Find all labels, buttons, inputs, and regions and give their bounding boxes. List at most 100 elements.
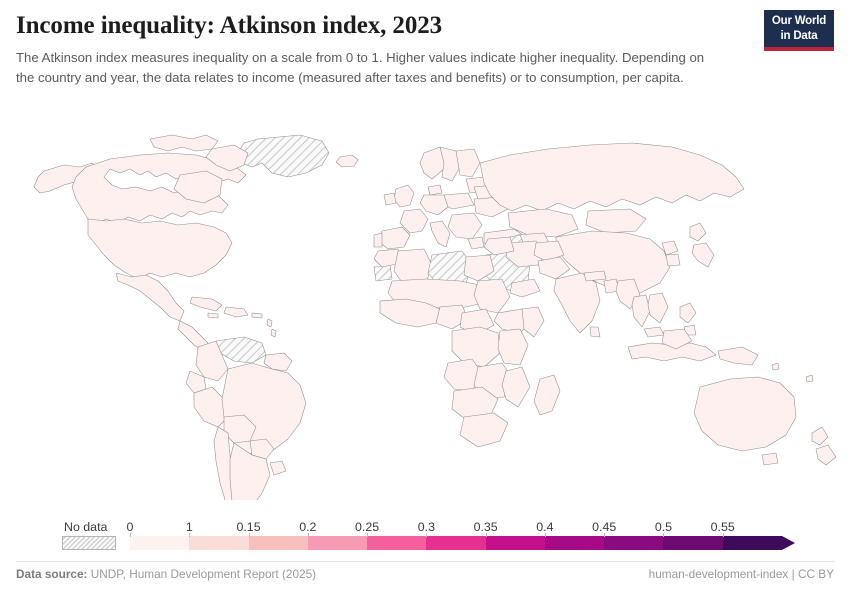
country-argentina[interactable] [229, 442, 271, 500]
country-france[interactable] [399, 208, 429, 234]
no-data-swatch-icon[interactable] [62, 536, 116, 550]
owid-logo[interactable]: Our World in Data [764, 10, 834, 52]
country-somalia[interactable] [521, 306, 545, 338]
chart-footer: Data source: UNDP, Human Development Rep… [16, 567, 834, 581]
legend-tick-mark-8 [604, 533, 606, 537]
legend-bin-5[interactable] [426, 536, 486, 550]
legend-tick-label-0: 0 [126, 520, 134, 534]
country-germany[interactable] [419, 194, 449, 216]
country-nigeria[interactable] [435, 304, 469, 330]
country-lesser-antilles[interactable] [266, 318, 277, 338]
chart-subtitle: The Atkinson index measures inequality o… [16, 49, 705, 85]
country-vietnam[interactable] [647, 292, 669, 324]
legend-bin-3[interactable] [307, 536, 368, 550]
country-iceland[interactable] [335, 154, 359, 168]
map-legend[interactable]: No data 0 1 0.15 0.2 0.25 0.3 0.35 0.4 0.45 0.5 0.… [0, 505, 850, 555]
country-puerto-rico[interactable] [251, 312, 263, 319]
country-south-korea[interactable] [665, 253, 681, 267]
legend-tick-mark-7 [544, 533, 546, 537]
country-north-korea[interactable] [661, 240, 679, 256]
country-pakistan[interactable] [537, 256, 571, 280]
country-kazakhstan[interactable] [507, 208, 579, 238]
map-countries-layer [33, 134, 837, 500]
country-australia[interactable] [693, 376, 797, 452]
country-mongolia[interactable] [585, 208, 647, 234]
legend-tick-mark-10 [722, 533, 724, 537]
country-new-guinea[interactable] [717, 346, 759, 366]
country-chile[interactable] [213, 426, 235, 500]
legend-bin-2[interactable] [248, 536, 308, 550]
country-china[interactable] [555, 230, 671, 294]
country-sri-lanka[interactable] [589, 326, 601, 338]
country-dr-congo[interactable] [451, 326, 501, 368]
country-balkans[interactable] [447, 212, 483, 240]
country-italy[interactable] [429, 220, 451, 248]
legend-tick-mark-1 [189, 533, 191, 537]
country-hudson-bay-region[interactable] [173, 170, 223, 204]
country-united-kingdom[interactable] [393, 184, 415, 208]
country-mozambique[interactable] [501, 366, 531, 408]
country-colombia[interactable] [195, 340, 229, 382]
country-south-africa[interactable] [459, 412, 509, 448]
country-denmark[interactable] [427, 184, 443, 196]
country-portugal[interactable] [373, 232, 383, 248]
data-source: Data source: UNDP, Human Development Rep… [16, 567, 316, 581]
country-borneo[interactable] [661, 328, 693, 350]
country-hispaniola[interactable] [223, 306, 249, 318]
legend-tick-label-1: 1 [185, 520, 193, 534]
country-yemen-oman[interactable] [509, 278, 541, 298]
legend-bin-6[interactable] [485, 536, 545, 550]
country-india[interactable] [553, 272, 601, 334]
legend-bin-7[interactable] [544, 536, 605, 550]
country-venezuela[interactable] [215, 336, 267, 364]
country-united-states[interactable] [87, 218, 233, 280]
legend-tick-mark-3 [307, 533, 309, 537]
country-tasmania[interactable] [761, 452, 779, 466]
footer-license[interactable]: human-development-index | CC BY [648, 567, 834, 581]
legend-tick-label-4: 0.25 [355, 520, 380, 534]
legend-bin-0[interactable] [130, 536, 190, 550]
country-iraq-syria[interactable] [483, 236, 515, 256]
legend-bin-10[interactable] [722, 536, 782, 550]
country-greenland[interactable] [237, 134, 330, 178]
legend-bin-8[interactable] [604, 536, 664, 550]
no-data-label: No data [64, 520, 108, 534]
country-canadian-arctic-islands[interactable] [149, 134, 219, 152]
country-ireland[interactable] [383, 192, 397, 206]
country-japan[interactable] [689, 222, 715, 268]
country-paraguay[interactable] [249, 438, 275, 460]
legend-tick-mark-2 [248, 533, 250, 537]
legend-bin-1[interactable] [189, 536, 249, 550]
country-malaysia[interactable] [643, 326, 665, 338]
country-greece[interactable] [467, 236, 485, 250]
legend-tick-mark-9 [663, 533, 665, 537]
legend-bin-9[interactable] [663, 536, 723, 550]
country-guyanas[interactable] [263, 352, 293, 372]
country-russia[interactable] [479, 142, 745, 212]
legend-tick-label-7: 0.4 [536, 520, 554, 534]
country-morocco[interactable] [373, 248, 403, 268]
data-source-value: UNDP, Human Development Report (2025) [90, 567, 317, 581]
world-choropleth-map[interactable] [0, 115, 850, 500]
country-new-zealand[interactable] [811, 426, 837, 466]
country-pacific-islands[interactable] [771, 362, 814, 383]
country-madagascar[interactable] [533, 374, 561, 416]
legend-tick-label-5: 0.3 [417, 520, 435, 534]
legend-bin-4[interactable] [367, 536, 427, 550]
country-thailand[interactable] [631, 294, 651, 328]
country-kenya-tanzania[interactable] [497, 328, 529, 366]
world-map-container[interactable] [0, 115, 850, 500]
country-cuba[interactable] [189, 296, 223, 312]
country-spain[interactable] [377, 226, 411, 250]
country-baffin-island[interactable] [205, 144, 249, 172]
country-uruguay[interactable] [269, 460, 287, 476]
legend-tick-label-8: 0.45 [592, 520, 617, 534]
country-nepal-bhutan[interactable] [583, 270, 607, 282]
country-western-sahara[interactable] [373, 264, 393, 282]
legend-tick-mark-4 [367, 533, 369, 537]
country-jamaica[interactable] [207, 312, 219, 319]
color-scale[interactable]: 0 1 0.15 0.2 0.25 0.3 0.35 0.4 0.45 0.5 0.55 [0, 505, 850, 555]
country-egypt[interactable] [463, 254, 495, 282]
country-finland[interactable] [455, 148, 481, 178]
country-mexico[interactable] [115, 272, 185, 322]
